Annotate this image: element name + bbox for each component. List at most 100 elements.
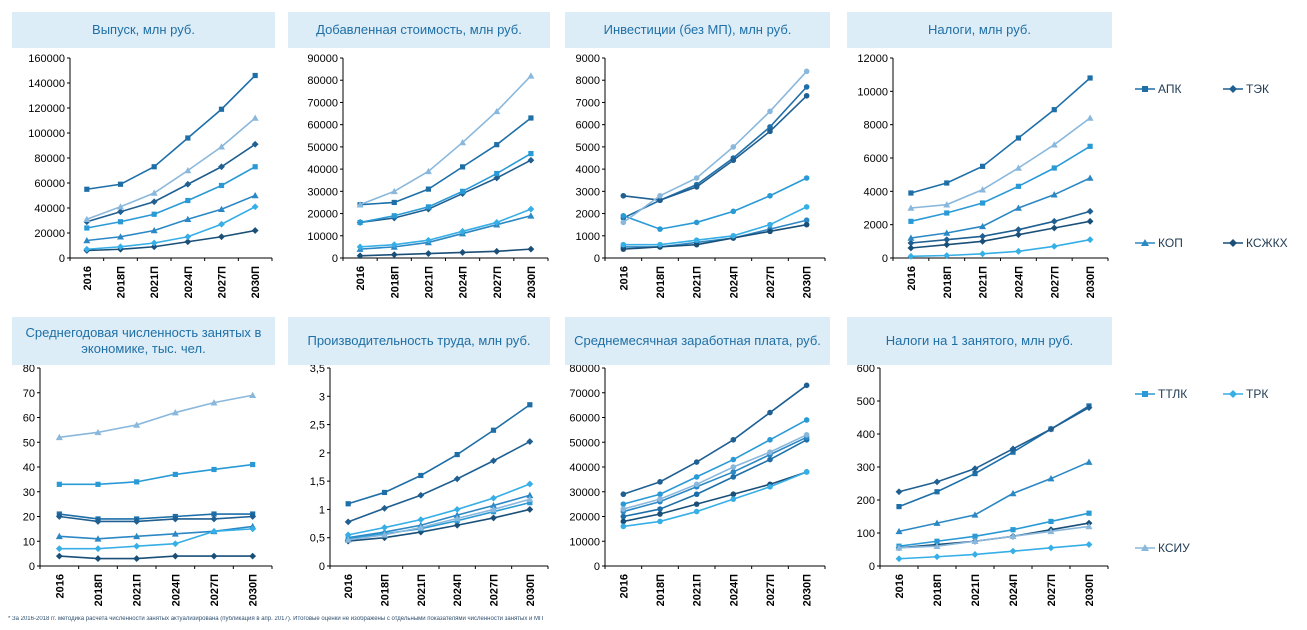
- x-tick-label: 2030П: [248, 574, 260, 606]
- chart-panel: 0 2000 4000 6000 8000 10000 12000 2016 2018П 2021…: [857, 53, 1109, 298]
- data-point: [803, 92, 810, 99]
- data-point: [767, 436, 773, 443]
- x-tick-label: 2016: [906, 266, 918, 290]
- data-point: [424, 167, 432, 175]
- data-point: [249, 552, 257, 560]
- data-point: [620, 513, 627, 520]
- series-line: [59, 463, 253, 486]
- x-tick-label: 2021П: [978, 266, 990, 298]
- data-point: [693, 459, 700, 465]
- chart-panel: 0 10 20 30 40 50 60 70 80 2016 2018П 2021П 2024П 2027…: [23, 363, 273, 606]
- data-point: [620, 192, 627, 199]
- series-line: [360, 117, 532, 206]
- y-tick-label: 20: [23, 512, 35, 524]
- legend-item: ТРК: [1223, 387, 1268, 401]
- data-point: [356, 201, 364, 208]
- data-point: [944, 180, 950, 186]
- x-tick-label: 2018П: [942, 266, 954, 298]
- x-tick-label: 2021П: [692, 574, 704, 606]
- data-point: [1010, 527, 1016, 533]
- data-point: [657, 479, 663, 485]
- data-point: [425, 236, 432, 244]
- data-point: [453, 521, 461, 529]
- data-point: [979, 222, 987, 230]
- data-point: [133, 518, 141, 525]
- x-tick-label: 2027П: [765, 266, 777, 298]
- data-point: [453, 511, 461, 518]
- x-tick-label: 2024П: [183, 266, 195, 298]
- y-tick-label: 30000: [569, 487, 600, 499]
- data-point: [803, 204, 810, 210]
- data-point: [252, 164, 258, 170]
- series-line: [347, 440, 531, 523]
- chart-panel: 0 10000 20000 30000 40000 50000 60000 70000 8000…: [569, 363, 826, 606]
- y-tick-label: 200: [857, 495, 875, 507]
- data-point: [417, 524, 425, 531]
- data-point: [344, 531, 352, 539]
- data-point: [171, 515, 179, 523]
- data-point: [693, 237, 700, 244]
- data-point: [417, 491, 425, 499]
- data-point: [803, 175, 810, 181]
- legend-marker-icon: [1135, 86, 1155, 92]
- data-point: [418, 472, 424, 479]
- x-tick-label: 2027П: [489, 574, 501, 606]
- y-tick-label: 10000: [307, 231, 338, 243]
- data-point: [459, 164, 466, 170]
- series-line: [622, 86, 808, 219]
- data-point: [83, 215, 91, 223]
- data-point: [934, 489, 940, 495]
- data-point: [767, 128, 773, 135]
- series-line: [86, 194, 256, 242]
- series-line: [622, 70, 808, 224]
- data-point: [767, 449, 773, 455]
- data-point: [84, 225, 90, 231]
- y-tick-label: 40000: [569, 462, 600, 474]
- data-point: [693, 491, 700, 498]
- data-point: [803, 217, 810, 224]
- data-point: [133, 555, 141, 562]
- data-point: [657, 241, 663, 248]
- series-line: [898, 522, 1090, 549]
- data-point: [620, 501, 627, 507]
- y-tick-label: 0: [869, 561, 875, 573]
- y-tick-label: 9000: [576, 53, 600, 65]
- data-point: [907, 234, 915, 241]
- x-tick-label: 2024П: [1008, 574, 1020, 606]
- data-point: [693, 501, 700, 507]
- x-tick-label: 2024П: [728, 574, 740, 606]
- series-line: [623, 177, 808, 230]
- y-tick-label: 8000: [864, 120, 888, 132]
- series-line: [359, 152, 532, 224]
- data-point: [730, 232, 737, 239]
- data-point: [657, 197, 663, 204]
- data-point: [211, 511, 217, 517]
- data-point: [730, 436, 737, 443]
- x-tick-label: 2021П: [416, 574, 428, 606]
- data-point: [490, 427, 497, 433]
- x-tick-label: 2021П: [149, 266, 161, 298]
- x-tick-label: 2027П: [1046, 574, 1058, 606]
- data-point: [620, 212, 627, 219]
- x-tick-label: 2018П: [116, 266, 128, 298]
- chart-title: Среднемесячная заработная плата, руб.: [565, 317, 830, 365]
- data-point: [356, 252, 364, 260]
- series-line: [348, 494, 531, 539]
- data-point: [94, 535, 102, 542]
- y-tick-label: 2,5: [310, 420, 325, 432]
- data-point: [117, 208, 124, 216]
- data-point: [933, 553, 941, 561]
- data-point: [526, 495, 534, 503]
- data-point: [250, 461, 256, 468]
- data-point: [527, 212, 535, 219]
- data-point: [218, 163, 225, 171]
- data-point: [1047, 475, 1055, 482]
- data-point: [620, 246, 627, 252]
- x-tick-label: 2030П: [525, 574, 537, 606]
- y-tick-label: 1: [319, 504, 325, 516]
- series-line: [898, 543, 1090, 560]
- data-point: [907, 244, 915, 252]
- data-point: [657, 506, 663, 512]
- legend-marker-icon: [1223, 390, 1243, 398]
- y-tick-label: 2000: [576, 209, 600, 221]
